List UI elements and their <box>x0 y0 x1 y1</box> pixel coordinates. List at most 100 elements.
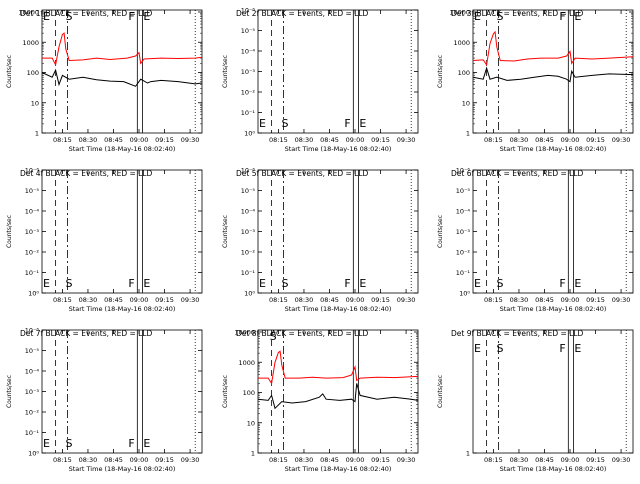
x-tick-label: 08:30 <box>510 136 529 144</box>
y-tick-label: 10 <box>462 99 470 107</box>
y-tick-label: 10⁻⁵ <box>25 187 40 195</box>
marker-label-e: E <box>43 277 50 290</box>
x-tick-label: 08:45 <box>104 136 123 144</box>
x-tick-label: 08:30 <box>510 456 529 464</box>
x-tick-label: 09:30 <box>181 456 200 464</box>
x-tick-label: 09:00 <box>346 296 365 304</box>
x-tick-label: 08:45 <box>535 296 554 304</box>
y-axis-label: Counts/sec <box>6 55 13 88</box>
x-tick-label: 08:15 <box>53 456 72 464</box>
x-tick-label: 08:30 <box>295 136 314 144</box>
panel-title: Det 1f BLACK = Events, RED = LLD <box>20 9 153 18</box>
panel-title: Det 4f BLACK = Events, RED = LLD <box>20 169 153 178</box>
y-axis-label: Counts/sec <box>222 375 229 408</box>
x-tick-label: 08:30 <box>510 296 529 304</box>
y-tick-label: 10⁻⁵ <box>25 347 40 355</box>
y-tick-label: 10⁻⁴ <box>456 208 471 216</box>
x-tick-label: 08:15 <box>53 296 72 304</box>
x-tick-label: 08:45 <box>535 456 554 464</box>
panel-det-2: Det 2f BLACK = Events, RED = LLD 10⁰ 10⁻¹ 1… <box>222 7 419 153</box>
marker-label-e: E <box>574 10 581 23</box>
marker-label-s: S <box>66 10 73 23</box>
panel-title: Det 3f BLACK = Events, RED = LLD <box>451 9 584 18</box>
y-tick-label: 10⁻² <box>241 89 256 97</box>
x-tick-label: 09:15 <box>586 456 605 464</box>
x-axis-label: Start Time (18-May-16 08:02:40) <box>500 465 607 473</box>
y-tick-label: 10⁻⁴ <box>25 368 40 376</box>
y-tick-label: 10⁻¹ <box>456 269 471 277</box>
series-events <box>472 66 634 83</box>
y-tick-label: 1000 <box>22 39 39 47</box>
y-tick-label: 100 <box>27 69 39 77</box>
marker-label-f: F <box>559 10 565 23</box>
marker-label-s: S <box>497 10 504 23</box>
y-tick-label: 100 <box>458 69 470 77</box>
plot-frame <box>257 9 419 134</box>
y-tick-label: 10⁻² <box>25 249 40 257</box>
y-tick-label: 10⁻³ <box>25 388 40 396</box>
x-tick-label: 09:30 <box>612 296 631 304</box>
series-lld <box>258 350 419 385</box>
y-tick-label: 10⁰ <box>244 130 255 138</box>
y-tick-label: 10⁻³ <box>456 228 471 236</box>
marker-label-e: E <box>574 277 581 290</box>
plot-frame <box>41 329 203 454</box>
x-tick-label: 08:15 <box>484 296 503 304</box>
x-axis-label: Start Time (18-May-16 08:02:40) <box>69 145 176 153</box>
y-axis-label: Counts/sec <box>222 215 229 248</box>
x-axis-label: Start Time (18-May-16 08:02:40) <box>500 145 607 153</box>
y-tick-label: 10⁰ <box>28 450 39 458</box>
y-tick-label: 100 <box>243 389 255 397</box>
x-axis-label: Start Time (18-May-16 08:02:40) <box>285 305 392 313</box>
marker-label-f: F <box>344 117 350 130</box>
x-tick-label: 08:30 <box>79 456 98 464</box>
y-axis-label: Counts/sec <box>437 375 444 408</box>
marker-label-s: S <box>497 277 504 290</box>
y-tick-label: 10⁻⁶ <box>241 167 256 175</box>
plot-frame <box>472 169 634 294</box>
x-tick-label: 08:30 <box>295 296 314 304</box>
y-tick-label: 10 <box>247 419 255 427</box>
x-tick-label: 08:15 <box>484 456 503 464</box>
y-tick-label: 10⁻² <box>456 249 471 257</box>
marker-label-s: S <box>270 330 277 343</box>
panel-det-3: Det 3f BLACK = Events, RED = LLD 1 10 100 10… <box>437 9 634 153</box>
plot-frame <box>41 169 203 294</box>
x-tick-label: 09:30 <box>397 456 416 464</box>
marker-label-e: E <box>359 277 366 290</box>
y-tick-label: 10⁻³ <box>241 68 256 76</box>
y-tick-label: 1 <box>466 130 470 138</box>
x-tick-label: 09:00 <box>130 136 149 144</box>
x-tick-label: 08:30 <box>79 296 98 304</box>
x-tick-label: 08:15 <box>484 136 503 144</box>
x-tick-label: 09:15 <box>155 296 174 304</box>
x-axis-label: Start Time (18-May-16 08:02:40) <box>69 305 176 313</box>
y-tick-label: 1000 <box>453 39 470 47</box>
x-tick-label: 09:30 <box>181 136 200 144</box>
series-lld <box>472 30 634 67</box>
y-tick-label: 10⁻⁵ <box>456 187 471 195</box>
marker-label-f: F <box>128 277 134 290</box>
x-tick-label: 08:15 <box>269 456 288 464</box>
y-tick-label: 10⁻¹ <box>241 269 256 277</box>
x-tick-label: 09:30 <box>612 456 631 464</box>
y-axis-label: Counts/sec <box>437 215 444 248</box>
marker-label-e: E <box>574 342 581 355</box>
x-tick-label: 08:30 <box>295 456 314 464</box>
marker-label-f: F <box>128 437 134 450</box>
y-tick-label: 10 <box>31 99 39 107</box>
x-tick-label: 09:00 <box>561 296 580 304</box>
marker-label-e: E <box>474 277 481 290</box>
y-tick-label: 10⁻⁴ <box>241 208 256 216</box>
x-tick-label: 09:15 <box>155 136 174 144</box>
y-tick-label: 10⁻³ <box>241 228 256 236</box>
panel-title: Det 9f BLACK = Events, RED = LLD <box>451 329 584 338</box>
x-tick-label: 09:00 <box>346 456 365 464</box>
y-axis-label: Counts/sec <box>222 55 229 88</box>
x-tick-label: 09:00 <box>130 456 149 464</box>
marker-label-e: E <box>474 342 481 355</box>
x-tick-label: 08:15 <box>53 136 72 144</box>
y-tick-label: 10⁰ <box>28 290 39 298</box>
y-tick-label: 10000 <box>234 329 255 337</box>
